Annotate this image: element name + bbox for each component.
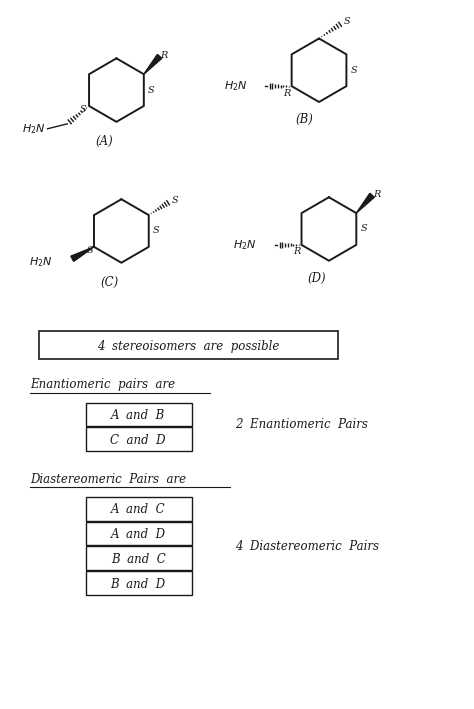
Text: (D): (D) [308, 272, 327, 285]
Text: A  and  D: A and D [110, 528, 166, 541]
Text: C  and  D: C and D [110, 434, 166, 447]
Text: R: R [283, 89, 291, 98]
Text: A  and  C: A and C [111, 503, 165, 516]
Text: S: S [172, 196, 178, 205]
FancyBboxPatch shape [86, 547, 191, 570]
Text: Diastereomeric  Pairs  are: Diastereomeric Pairs are [30, 472, 187, 486]
Text: S: S [153, 226, 159, 235]
Text: B  and  D: B and D [110, 578, 166, 591]
Text: 4  stereoisomers  are  possible: 4 stereoisomers are possible [97, 340, 280, 352]
Text: $H_2N$: $H_2N$ [233, 238, 257, 252]
Text: $H_2N$: $H_2N$ [29, 255, 53, 269]
Text: Enantiomeric  pairs  are: Enantiomeric pairs are [30, 379, 175, 391]
Text: S: S [350, 66, 357, 74]
FancyBboxPatch shape [86, 403, 191, 426]
Polygon shape [356, 194, 374, 213]
Text: S: S [344, 17, 350, 26]
Text: (A): (A) [96, 135, 113, 148]
Polygon shape [144, 55, 162, 74]
Text: A  and  B: A and B [111, 409, 165, 422]
Text: 2  Enantiomeric  Pairs: 2 Enantiomeric Pairs [235, 418, 368, 431]
FancyBboxPatch shape [86, 428, 191, 451]
FancyBboxPatch shape [86, 497, 191, 520]
Text: $H_2N$: $H_2N$ [224, 79, 247, 93]
Polygon shape [71, 247, 94, 262]
FancyBboxPatch shape [86, 522, 191, 545]
Text: $H_2N$: $H_2N$ [22, 122, 46, 135]
Text: S: S [80, 106, 86, 114]
Text: S: S [360, 225, 367, 233]
FancyBboxPatch shape [39, 331, 338, 359]
Text: (C): (C) [100, 276, 118, 289]
Text: (B): (B) [295, 113, 313, 126]
Text: R: R [293, 247, 301, 257]
Text: S: S [86, 246, 93, 255]
Text: S: S [148, 86, 155, 94]
Text: B  and  C: B and C [111, 553, 165, 566]
FancyBboxPatch shape [86, 571, 191, 595]
Text: 4  Diastereomeric  Pairs: 4 Diastereomeric Pairs [235, 540, 379, 553]
Text: R: R [373, 190, 381, 199]
Text: R: R [161, 51, 168, 60]
